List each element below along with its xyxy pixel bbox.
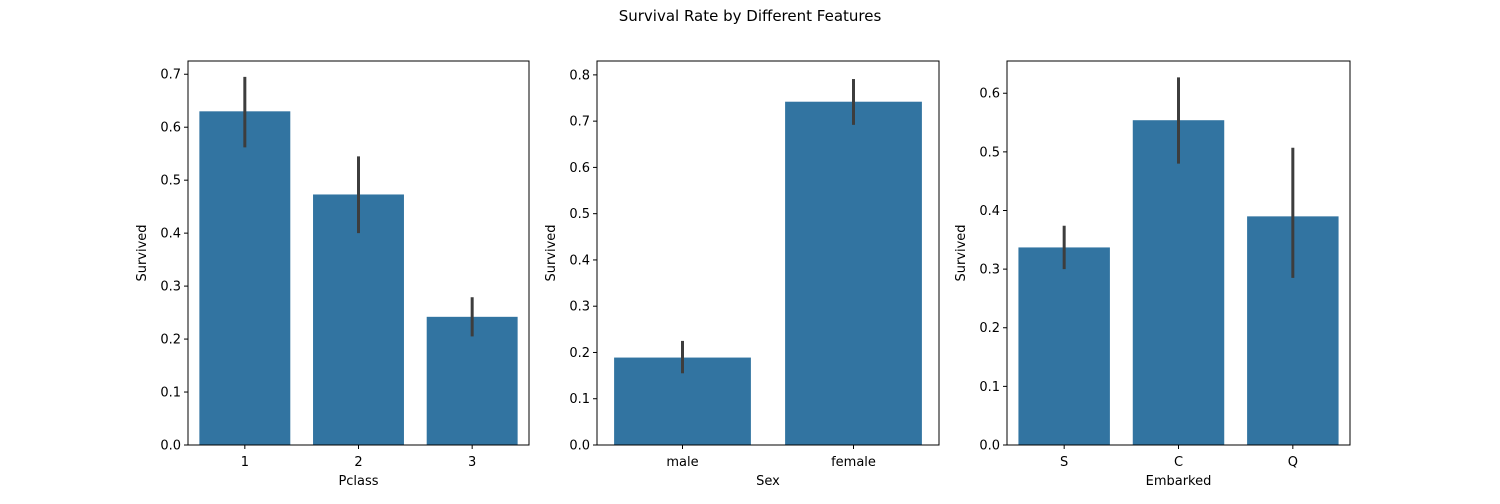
- y-axis-label: Survived: [954, 224, 969, 281]
- bar-S: [1018, 247, 1110, 445]
- x-axis-label: Embarked: [1146, 474, 1212, 489]
- x-tick-label: male: [666, 455, 698, 470]
- y-tick-label: 0.2: [979, 321, 1000, 336]
- y-tick-label: 0.4: [160, 227, 181, 242]
- y-tick-label: 0.3: [160, 280, 181, 295]
- bar-female: [785, 101, 922, 446]
- y-tick-label: 0.0: [160, 439, 181, 454]
- y-tick-label: 0.0: [979, 439, 1000, 454]
- y-tick-label: 0.6: [160, 121, 181, 136]
- chart-panel-3: 0.0 0.1 0.2 0.3 0.4 0.5 0.6 S C Q Embarked Survived: [954, 60, 1351, 489]
- x-tick-label: 2: [354, 455, 362, 470]
- y-tick-label: 0.3: [979, 263, 1000, 278]
- x-tick-label: Q: [1288, 455, 1298, 470]
- y-axis-label: Survived: [135, 224, 150, 281]
- x-tick-label: S: [1060, 455, 1068, 470]
- y-tick-label: 0.7: [160, 68, 181, 83]
- chart-panel-1: 0.0 0.1 0.2 0.3 0.4 0.5 0.6 0.7 1 2 3 Pclass Survive…: [135, 60, 530, 489]
- bar-1: [199, 111, 291, 445]
- figure-title: Survival Rate by Different Features: [618, 7, 882, 25]
- y-tick-label: 0.5: [160, 174, 181, 189]
- y-tick-label: 0.0: [569, 439, 590, 454]
- y-tick-label: 0.1: [569, 392, 590, 407]
- chart-panel-2: 0.0 0.1 0.2 0.3 0.4 0.5 0.6 0.7 0.8 male female Sex…: [544, 60, 940, 489]
- y-tick-label: 0.5: [979, 145, 1000, 160]
- y-tick-label: 0.6: [569, 161, 590, 176]
- x-tick-label: C: [1174, 455, 1183, 470]
- y-tick-label: 0.1: [160, 386, 181, 401]
- y-tick-label: 0.4: [979, 204, 1000, 219]
- y-axis-label: Survived: [544, 224, 559, 281]
- x-tick-label: 3: [468, 455, 476, 470]
- y-tick-label: 0.6: [979, 87, 1000, 102]
- y-tick-label: 0.2: [160, 333, 181, 348]
- y-tick-label: 0.8: [569, 68, 590, 83]
- x-axis-label: Sex: [756, 474, 780, 489]
- y-tick-label: 0.1: [979, 380, 1000, 395]
- axes-frame: [596, 60, 940, 446]
- bar-2: [313, 194, 404, 445]
- y-tick-label: 0.5: [569, 207, 590, 222]
- y-tick-label: 0.4: [569, 253, 590, 268]
- y-tick-label: 0.3: [569, 300, 590, 315]
- y-tick-label: 0.7: [569, 115, 590, 130]
- x-axis-label: Pclass: [338, 474, 378, 489]
- x-tick-label: 1: [241, 455, 249, 470]
- x-tick-label: female: [831, 455, 876, 470]
- bar-C: [1132, 120, 1225, 446]
- bar-3: [426, 316, 518, 445]
- y-tick-label: 0.2: [569, 346, 590, 361]
